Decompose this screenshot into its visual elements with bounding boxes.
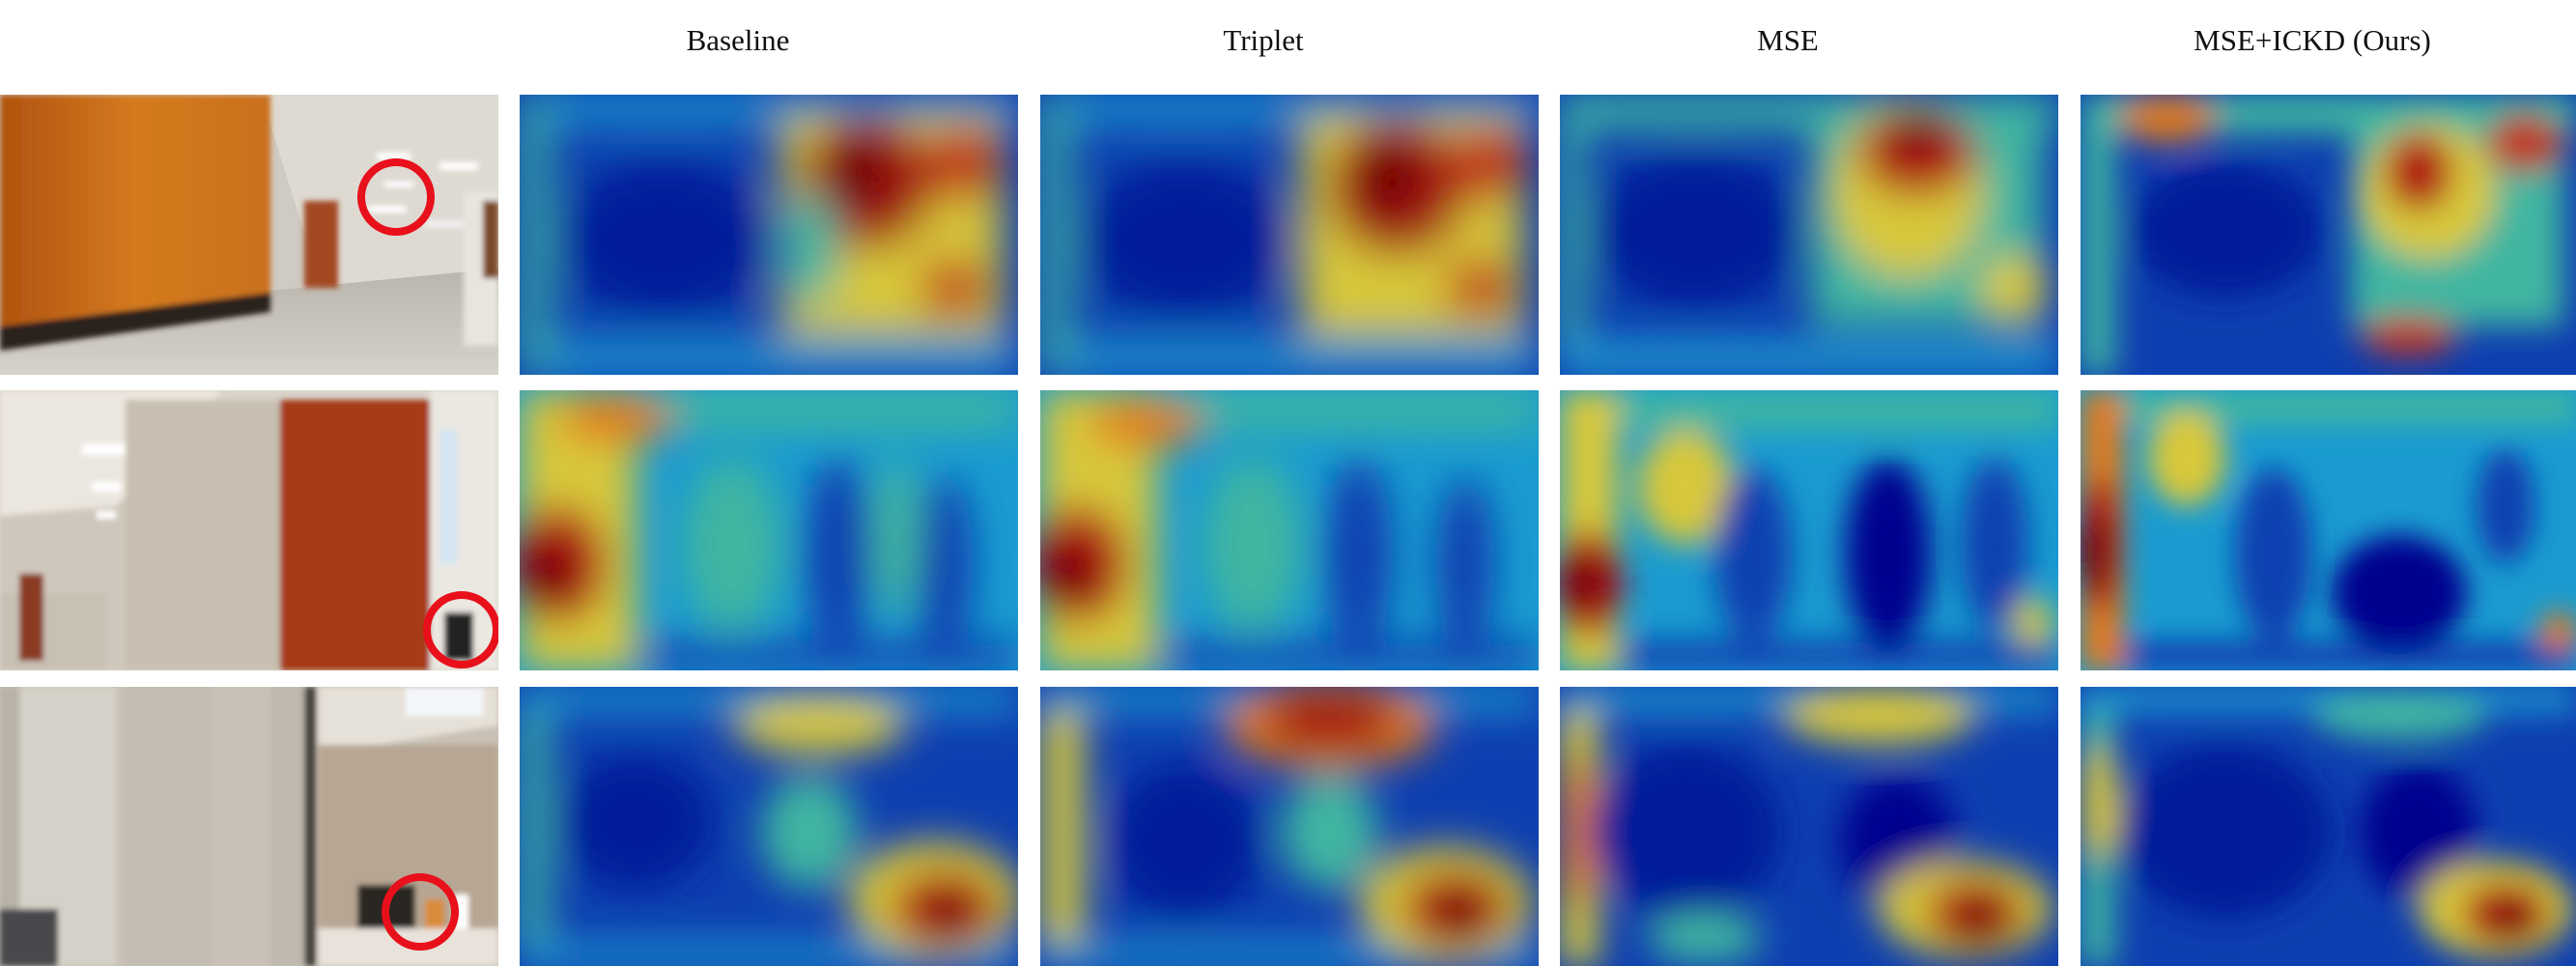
input-image-row-1 [0, 95, 498, 375]
heatmap-mse-row-2 [1560, 390, 2058, 670]
highlight-circle-icon [357, 158, 435, 236]
highlight-circle-icon [382, 873, 459, 951]
header-baseline: Baseline [686, 23, 790, 57]
input-image-row-2 [0, 390, 498, 670]
heatmap-baseline-row-1 [520, 95, 1018, 375]
heatmap-baseline-row-3 [520, 687, 1018, 966]
heatmap-mse-row-3 [1560, 687, 2058, 966]
header-mse: MSE [1757, 23, 1819, 57]
heatmap-triplet-row-3 [1040, 687, 1539, 966]
header-triplet: Triplet [1223, 23, 1304, 57]
heatmap-mse-ickd-row-1 [2081, 95, 2576, 375]
heatmap-triplet-row-1 [1040, 95, 1539, 375]
heatmap-mse-ickd-row-2 [2081, 390, 2576, 670]
heatmap-mse-row-1 [1560, 95, 2058, 375]
header-mse-ickd: MSE+ICKD (Ours) [2194, 23, 2431, 57]
heatmap-triplet-row-2 [1040, 390, 1539, 670]
heatmap-baseline-row-2 [520, 390, 1018, 670]
input-image-row-3 [0, 687, 498, 966]
highlight-circle-icon [423, 591, 498, 668]
heatmap-mse-ickd-row-3 [2081, 687, 2576, 966]
